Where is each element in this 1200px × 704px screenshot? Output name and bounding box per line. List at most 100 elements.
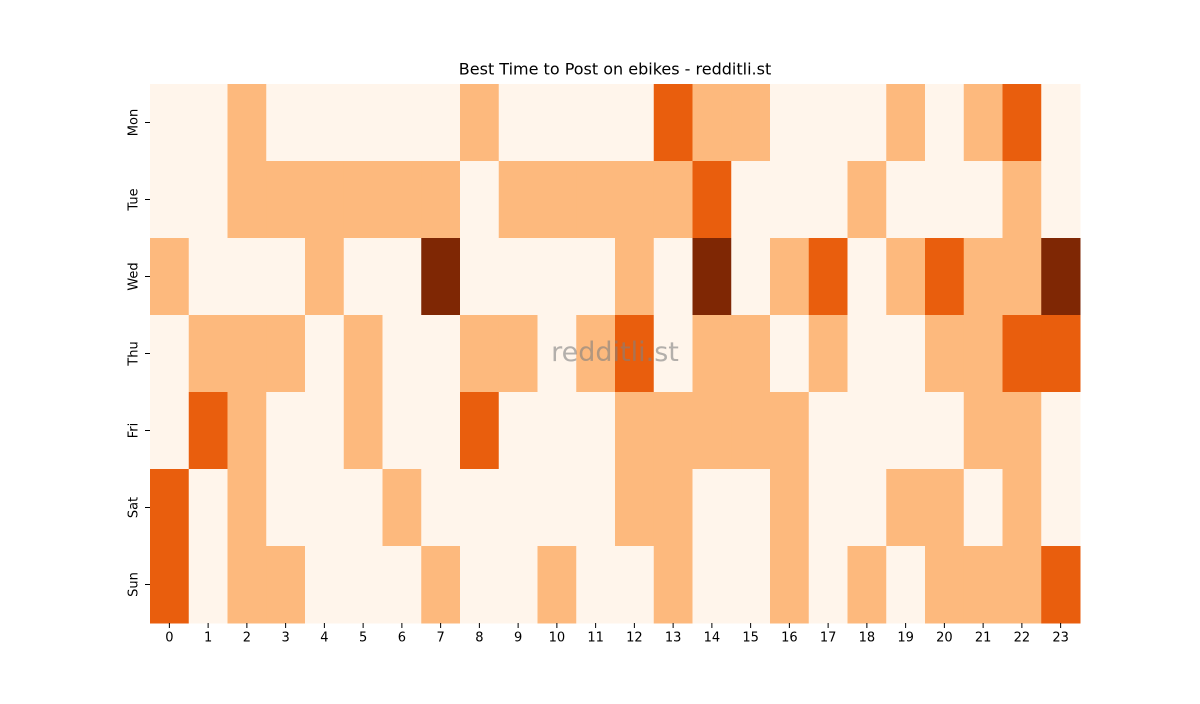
x-tick-label: 2 (243, 631, 251, 646)
heatmap-cell (382, 161, 422, 239)
x-tick-label: 15 (742, 631, 759, 646)
x-tick-label: 20 (936, 631, 953, 646)
heatmap-cell (343, 238, 383, 316)
heatmap-cell (692, 546, 732, 624)
heatmap-cell (460, 315, 500, 393)
heatmap-cell (731, 161, 771, 239)
heatmap-cell (421, 546, 461, 624)
heatmap-cell (925, 84, 965, 162)
heatmap-cell (576, 238, 616, 316)
x-tick-label: 13 (665, 631, 682, 646)
heatmap-cell (537, 392, 577, 470)
heatmap-cell (770, 469, 810, 547)
heatmap-cell (847, 392, 887, 470)
heatmap-cell (537, 238, 577, 316)
x-tick-label: 21 (975, 631, 992, 646)
heatmap-cell (266, 546, 306, 624)
heatmap-cell (653, 315, 693, 393)
heatmap-cell (653, 469, 693, 547)
heatmap-cell (150, 392, 190, 470)
heatmap-cell (382, 469, 422, 547)
heatmap-cell (227, 161, 267, 239)
watermark: redditli.st (551, 337, 679, 368)
heatmap-cell (150, 84, 190, 162)
heatmap-cell (305, 161, 345, 239)
heatmap-cell (305, 84, 345, 162)
chart-title: Best Time to Post on ebikes - redditli.s… (459, 60, 771, 79)
heatmap-cell (305, 238, 345, 316)
heatmap-cell (963, 238, 1003, 316)
heatmap-cell (343, 315, 383, 393)
heatmap-cell (615, 315, 655, 393)
heatmap-cell (653, 392, 693, 470)
heatmap-cell (188, 392, 228, 470)
heatmap-cell (305, 546, 345, 624)
heatmap-cell (498, 546, 538, 624)
heatmap-cell (925, 315, 965, 393)
heatmap-cell (266, 238, 306, 316)
heatmap-cell (343, 546, 383, 624)
heatmap-cell (421, 238, 461, 316)
heatmap-cell (343, 392, 383, 470)
heatmap-cell (266, 84, 306, 162)
heatmap-cell (576, 161, 616, 239)
heatmap-cell (692, 84, 732, 162)
heatmap-cell (770, 315, 810, 393)
x-tick-label: 11 (587, 631, 604, 646)
heatmap-cell (227, 315, 267, 393)
x-tick-label: 3 (281, 631, 289, 646)
heatmap-cell (1041, 161, 1081, 239)
heatmap-cell (963, 84, 1003, 162)
heatmap-cell (847, 161, 887, 239)
heatmap-cell (808, 392, 848, 470)
heatmap-cell (343, 469, 383, 547)
heatmap-cell (421, 161, 461, 239)
x-tick-label: 9 (514, 631, 522, 646)
x-tick-label: 14 (704, 631, 721, 646)
heatmap-cell (576, 546, 616, 624)
heatmap-cell (615, 392, 655, 470)
heatmap-cell (808, 315, 848, 393)
heatmap-cell (1041, 392, 1081, 470)
heatmap-cell (576, 469, 616, 547)
heatmap-cell (498, 392, 538, 470)
heatmap-cell (963, 469, 1003, 547)
heatmap-cell (770, 392, 810, 470)
heatmap-cell (1041, 84, 1081, 162)
heatmap-cell (343, 161, 383, 239)
heatmap-cell (266, 161, 306, 239)
heatmap-cell (963, 546, 1003, 624)
heatmap-cell (188, 84, 228, 162)
heatmap-cell (498, 469, 538, 547)
heatmap-cell (615, 238, 655, 316)
heatmap-cell (382, 546, 422, 624)
heatmap-cell (847, 546, 887, 624)
y-tick-label: Mon (127, 109, 142, 136)
heatmap-cell (537, 315, 577, 393)
heatmap-cell (653, 84, 693, 162)
heatmap-cell (382, 84, 422, 162)
heatmap-cell (692, 469, 732, 547)
heatmap-cell (188, 161, 228, 239)
heatmap-cell (537, 546, 577, 624)
x-tick-label: 19 (897, 631, 914, 646)
heatmap-cell (1041, 469, 1081, 547)
heatmap-cell (615, 161, 655, 239)
heatmap-cell (266, 315, 306, 393)
heatmap-cell (808, 84, 848, 162)
heatmap-cell (460, 238, 500, 316)
y-tick-label: Sun (127, 572, 142, 597)
heatmap-cell (847, 315, 887, 393)
y-tick-label: Tue (127, 188, 142, 211)
heatmap-cell (653, 546, 693, 624)
heatmap-cell (615, 469, 655, 547)
heatmap-cell (886, 392, 926, 470)
heatmap-cell (653, 161, 693, 239)
heatmap-cell (460, 84, 500, 162)
heatmap-cell (421, 84, 461, 162)
heatmap-cell (150, 546, 190, 624)
x-tick-label: 16 (781, 631, 798, 646)
heatmap-cell (305, 469, 345, 547)
heatmap-cell (886, 161, 926, 239)
heatmap-cell (692, 392, 732, 470)
